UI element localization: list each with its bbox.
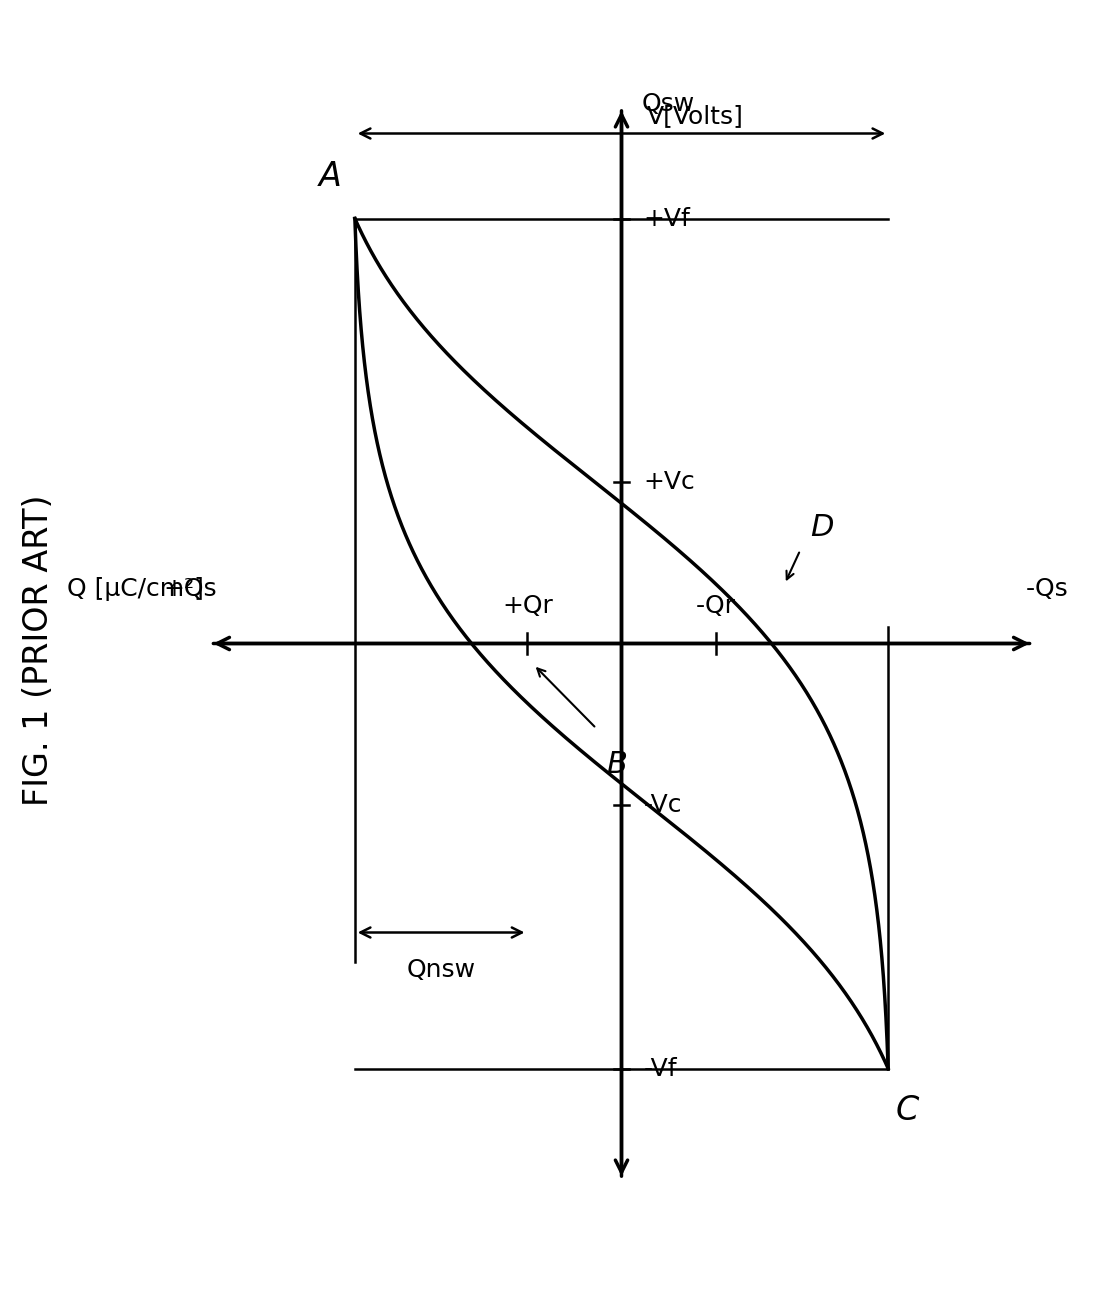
Text: +Qs: +Qs <box>163 577 217 601</box>
Text: Qsw: Qsw <box>642 92 695 117</box>
Text: V[Volts]: V[Volts] <box>647 104 744 127</box>
Text: D: D <box>810 512 833 542</box>
Text: -Vf: -Vf <box>644 1057 678 1080</box>
Text: A: A <box>318 160 341 192</box>
Text: +Vc: +Vc <box>644 471 695 494</box>
Text: -Qs: -Qs <box>1026 577 1069 601</box>
Text: FIG. 1 (PRIOR ART): FIG. 1 (PRIOR ART) <box>22 494 55 806</box>
Text: +Qr: +Qr <box>502 594 553 618</box>
Text: +Vf: +Vf <box>644 207 691 230</box>
Text: Qnsw: Qnsw <box>407 958 475 982</box>
Text: -Vc: -Vc <box>644 793 682 816</box>
Text: -Qr: -Qr <box>695 594 736 618</box>
Text: Q [μC/cm²]: Q [μC/cm²] <box>67 577 205 601</box>
Text: B: B <box>606 750 627 779</box>
Text: C: C <box>895 1095 918 1127</box>
